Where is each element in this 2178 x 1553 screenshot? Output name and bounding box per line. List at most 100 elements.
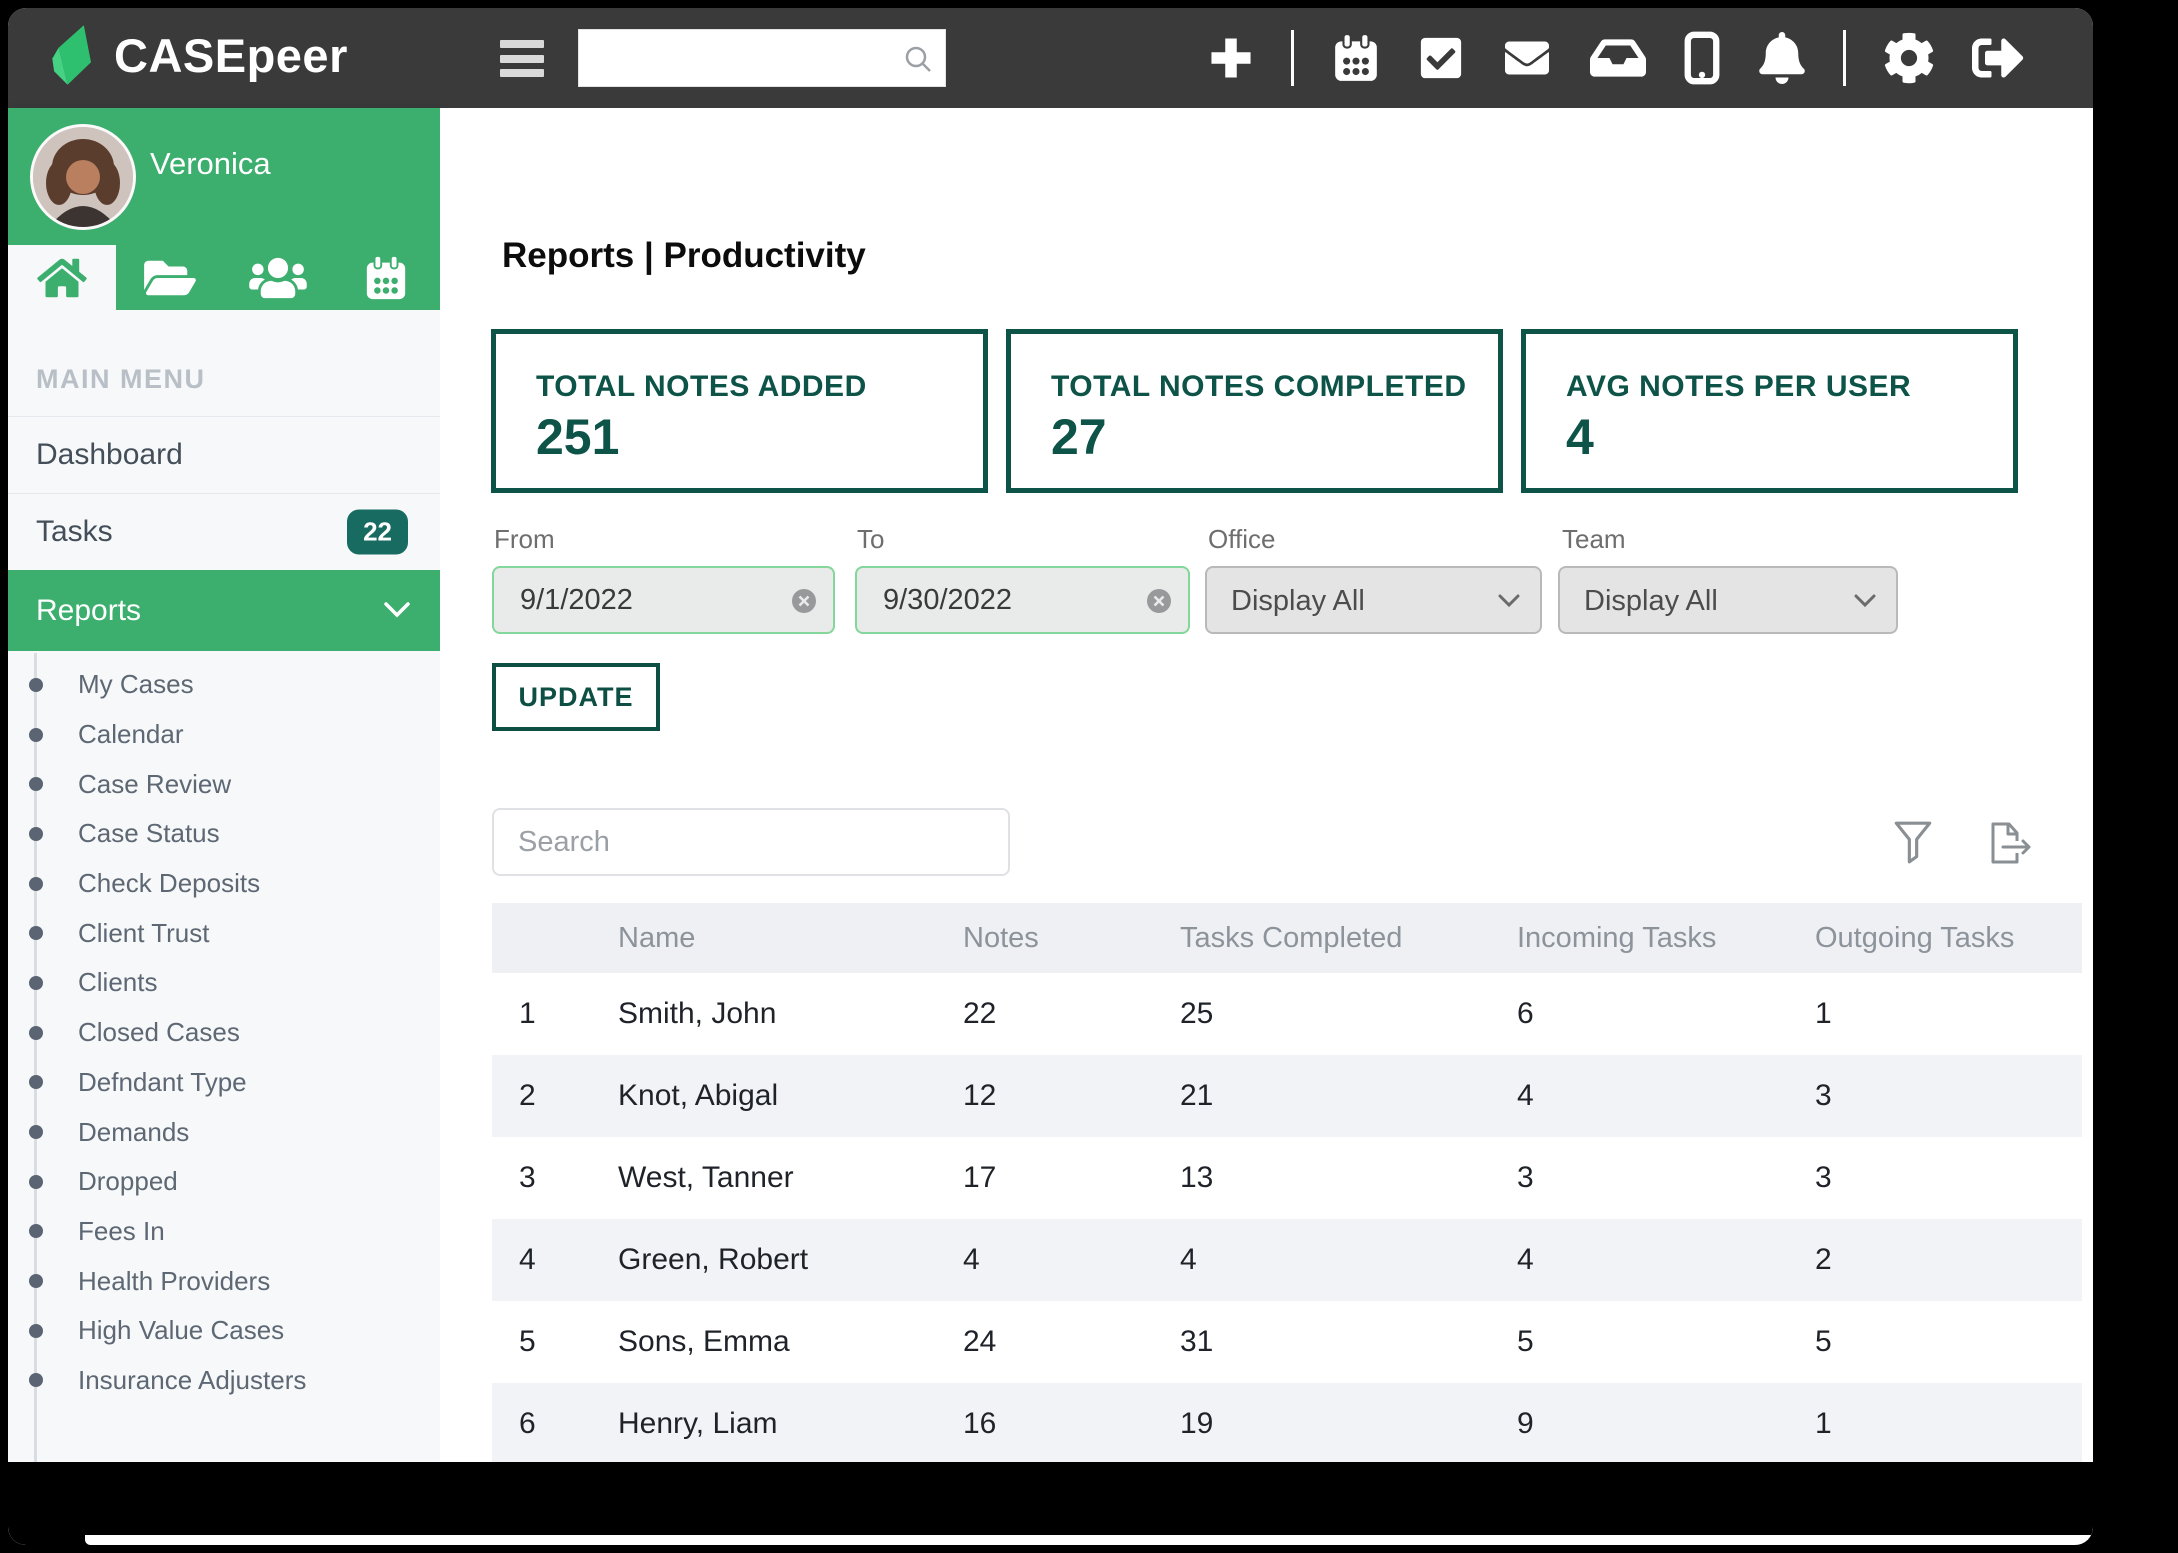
stat-value: 27 — [1051, 409, 1107, 465]
header-notes[interactable]: Notes — [963, 921, 1039, 954]
bullet-icon — [29, 1224, 43, 1239]
cell-rank: 1 — [519, 997, 536, 1030]
sidebar-subitem-demands[interactable]: Demands — [8, 1107, 440, 1157]
clear-icon[interactable] — [791, 588, 817, 614]
bullet-icon — [29, 777, 43, 792]
topbar-icons — [1208, 8, 2024, 108]
sidebar-subitem-client-trust[interactable]: Client Trust — [8, 908, 440, 958]
gear-icon[interactable] — [1883, 32, 1935, 84]
sidebar-subitem-high-value-cases[interactable]: High Value Cases — [8, 1306, 440, 1356]
cell-incoming-tasks: 4 — [1517, 1079, 1534, 1112]
sidebar-item-reports[interactable]: Reports — [8, 570, 440, 651]
mail-icon[interactable] — [1501, 36, 1553, 80]
brand-logo[interactable]: CASEpeer — [46, 22, 348, 88]
cell-rank: 4 — [519, 1243, 536, 1276]
sidebar-tabs — [8, 245, 440, 310]
bullet-icon — [29, 1274, 43, 1289]
mobile-icon[interactable] — [1683, 31, 1721, 85]
cell-notes: 4 — [963, 1243, 980, 1276]
sidebar-subitem-calendar[interactable]: Calendar — [8, 710, 440, 760]
table-search-input[interactable] — [494, 810, 1008, 874]
cell-incoming-tasks: 6 — [1517, 997, 1534, 1030]
update-button[interactable]: UPDATE — [492, 663, 660, 731]
cell-incoming-tasks: 9 — [1517, 1407, 1534, 1440]
tab-home[interactable] — [8, 245, 116, 310]
calendar-icon[interactable] — [1331, 33, 1381, 83]
sidebar-item-tasks[interactable]: Tasks 22 — [8, 493, 440, 570]
sidebar-subitem-label: Dropped — [78, 1166, 178, 1197]
team-select-value: Display All — [1584, 585, 1718, 617]
sidebar-subitem-label: Closed Cases — [78, 1017, 240, 1048]
cell-name: Sons, Emma — [618, 1325, 790, 1358]
cell-notes: 16 — [963, 1407, 997, 1440]
sidebar-subitem-check-deposits[interactable]: Check Deposits — [8, 859, 440, 909]
bullet-icon — [29, 1174, 43, 1189]
from-date-input[interactable] — [494, 568, 833, 632]
header-incoming-tasks[interactable]: Incoming Tasks — [1517, 921, 1717, 954]
table-row: 6 Henry, Liam 16 19 9 1 — [492, 1383, 2082, 1465]
export-icon[interactable] — [1983, 820, 2035, 866]
sidebar-subitem-label: Calendar — [78, 719, 184, 750]
sidebar-subitem-case-status[interactable]: Case Status — [8, 809, 440, 859]
cell-tasks-completed: 21 — [1180, 1079, 1214, 1112]
sidebar-subitem-health-providers[interactable]: Health Providers — [8, 1256, 440, 1306]
topbar-search-input[interactable] — [589, 30, 899, 86]
sidebar-header: Veronica — [8, 108, 440, 310]
sidebar-item-dashboard[interactable]: Dashboard — [8, 416, 440, 493]
sign-out-icon[interactable] — [1972, 32, 2024, 84]
table-header: Name Notes Tasks Completed Incoming Task… — [492, 903, 2082, 973]
sidebar-subitem-insurance-adjusters[interactable]: Insurance Adjusters — [8, 1356, 440, 1406]
topbar-divider — [1843, 30, 1846, 86]
sidebar-subitem-my-cases[interactable]: My Cases — [8, 660, 440, 710]
search-icon — [905, 46, 931, 72]
cell-tasks-completed: 25 — [1180, 997, 1214, 1030]
sidebar-subitem-case-review[interactable]: Case Review — [8, 759, 440, 809]
cell-notes: 24 — [963, 1325, 997, 1358]
sidebar-subitem-clients[interactable]: Clients — [8, 958, 440, 1008]
cell-incoming-tasks: 5 — [1517, 1325, 1534, 1358]
cell-name: Knot, Abigal — [618, 1079, 779, 1112]
office-select[interactable]: Display All — [1205, 566, 1542, 634]
from-label: From — [494, 524, 555, 554]
sidebar-subitem-fees-in[interactable]: Fees In — [8, 1207, 440, 1257]
sidebar-subitem-defndant-type[interactable]: Defndant Type — [8, 1058, 440, 1108]
casepeer-gem-icon — [52, 25, 91, 85]
avatar[interactable] — [30, 124, 136, 230]
sidebar-subitem-label: Insurance Adjusters — [78, 1364, 307, 1395]
tab-contacts[interactable] — [224, 245, 332, 310]
calendar-icon — [366, 254, 406, 299]
cell-rank: 6 — [519, 1407, 536, 1440]
tab-cases[interactable] — [116, 245, 224, 310]
sidebar-subitem-label: Clients — [78, 967, 158, 998]
header-tasks-completed[interactable]: Tasks Completed — [1180, 921, 1403, 954]
update-button-label: UPDATE — [518, 681, 634, 712]
cell-name: West, Tanner — [618, 1161, 794, 1194]
cell-notes: 22 — [963, 997, 997, 1030]
inbox-icon[interactable] — [1590, 33, 1646, 83]
check-square-icon[interactable] — [1418, 35, 1464, 81]
bell-icon[interactable] — [1758, 32, 1806, 84]
cell-notes: 17 — [963, 1161, 997, 1194]
add-icon[interactable] — [1208, 35, 1254, 81]
home-icon — [37, 258, 87, 297]
to-date-input[interactable] — [857, 568, 1188, 632]
sidebar-subitem-label: Health Providers — [78, 1265, 271, 1296]
users-icon — [249, 257, 307, 298]
header-outgoing-tasks[interactable]: Outgoing Tasks — [1815, 921, 2015, 954]
team-select[interactable]: Display All — [1558, 566, 1898, 634]
header-name[interactable]: Name — [618, 921, 696, 954]
page-title: Reports | Productivity — [502, 236, 866, 275]
sidebar-subitem-dropped[interactable]: Dropped — [8, 1157, 440, 1207]
cell-rank: 3 — [519, 1161, 536, 1194]
bullet-icon — [29, 1025, 43, 1040]
sidebar-item-label: Dashboard — [36, 438, 183, 471]
clear-icon[interactable] — [1146, 588, 1172, 614]
sidebar-subitem-label: Case Status — [78, 818, 220, 849]
main-menu-label: MAIN MENU — [36, 364, 206, 394]
tab-calendar[interactable] — [332, 245, 440, 310]
filter-icon[interactable] — [1892, 820, 1934, 866]
menu-icon[interactable] — [500, 40, 544, 77]
table-search-field — [492, 808, 1010, 876]
sidebar-subitem-closed-cases[interactable]: Closed Cases — [8, 1008, 440, 1058]
cell-outgoing-tasks: 2 — [1815, 1243, 1832, 1276]
